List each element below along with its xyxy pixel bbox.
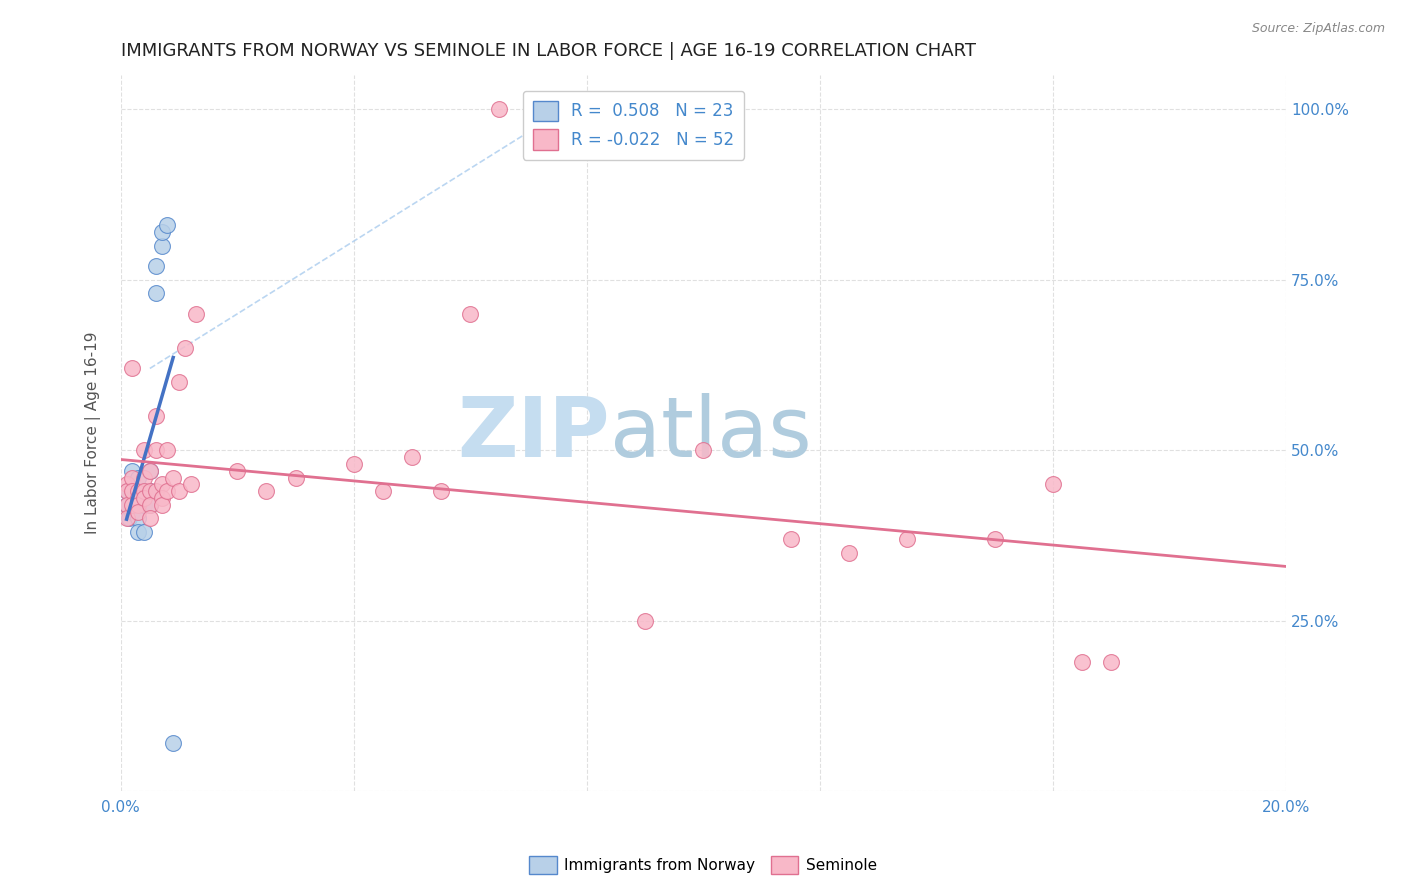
Point — [118, 511, 141, 525]
Point — [162, 737, 184, 751]
Point — [1042, 477, 1064, 491]
Point — [127, 505, 149, 519]
Y-axis label: In Labor Force | Age 16-19: In Labor Force | Age 16-19 — [86, 332, 101, 534]
Point — [145, 286, 167, 301]
Point — [139, 484, 162, 499]
Point — [132, 484, 155, 499]
Point — [115, 511, 138, 525]
Point — [127, 525, 149, 540]
Point — [401, 450, 423, 464]
Point — [139, 498, 162, 512]
Point — [634, 614, 657, 628]
Point — [127, 470, 149, 484]
Text: ZIP: ZIP — [457, 392, 610, 474]
Point — [121, 464, 143, 478]
Point — [779, 532, 801, 546]
Point — [180, 477, 202, 491]
Point — [156, 443, 179, 458]
Point — [896, 532, 918, 546]
Point — [145, 484, 167, 499]
Text: Source: ZipAtlas.com: Source: ZipAtlas.com — [1251, 22, 1385, 36]
Point — [284, 470, 307, 484]
Point — [145, 409, 167, 424]
Point — [162, 470, 184, 484]
Point — [150, 498, 173, 512]
Text: atlas: atlas — [610, 392, 811, 474]
Point — [1071, 655, 1094, 669]
Point — [115, 484, 138, 499]
Point — [127, 498, 149, 512]
Point — [460, 307, 482, 321]
Point — [150, 238, 173, 252]
Point — [139, 484, 162, 499]
Point — [150, 491, 173, 505]
Point — [132, 443, 155, 458]
Point — [132, 484, 155, 499]
Point — [173, 341, 195, 355]
Point — [156, 218, 179, 232]
Point — [127, 491, 149, 505]
Point — [371, 484, 394, 499]
Point — [139, 464, 162, 478]
Legend: Immigrants from Norway, Seminole: Immigrants from Norway, Seminole — [523, 850, 883, 880]
Point — [121, 484, 143, 499]
Point — [121, 361, 143, 376]
Point — [115, 477, 138, 491]
Point — [127, 484, 149, 499]
Point — [132, 525, 155, 540]
Point — [132, 491, 155, 505]
Point — [226, 464, 249, 478]
Point — [150, 477, 173, 491]
Point — [150, 225, 173, 239]
Point — [186, 307, 208, 321]
Point — [121, 505, 143, 519]
Point — [167, 484, 190, 499]
Point — [121, 470, 143, 484]
Point — [121, 484, 143, 499]
Point — [145, 259, 167, 273]
Point — [1099, 655, 1122, 669]
Point — [139, 511, 162, 525]
Point — [115, 498, 138, 512]
Point — [139, 464, 162, 478]
Point — [167, 375, 190, 389]
Point — [127, 511, 149, 525]
Point — [983, 532, 1005, 546]
Point — [132, 470, 155, 484]
Point — [343, 457, 366, 471]
Point — [488, 103, 510, 117]
Legend: R =  0.508   N = 23, R = -0.022   N = 52: R = 0.508 N = 23, R = -0.022 N = 52 — [523, 91, 744, 160]
Point — [838, 545, 860, 559]
Point — [156, 484, 179, 499]
Point — [124, 484, 146, 499]
Point — [145, 443, 167, 458]
Point — [254, 484, 277, 499]
Point — [430, 484, 453, 499]
Point — [132, 498, 155, 512]
Point — [139, 498, 162, 512]
Point — [692, 443, 714, 458]
Point — [121, 498, 143, 512]
Point — [127, 491, 149, 505]
Point — [115, 498, 138, 512]
Text: IMMIGRANTS FROM NORWAY VS SEMINOLE IN LABOR FORCE | AGE 16-19 CORRELATION CHART: IMMIGRANTS FROM NORWAY VS SEMINOLE IN LA… — [121, 42, 976, 60]
Point — [115, 484, 138, 499]
